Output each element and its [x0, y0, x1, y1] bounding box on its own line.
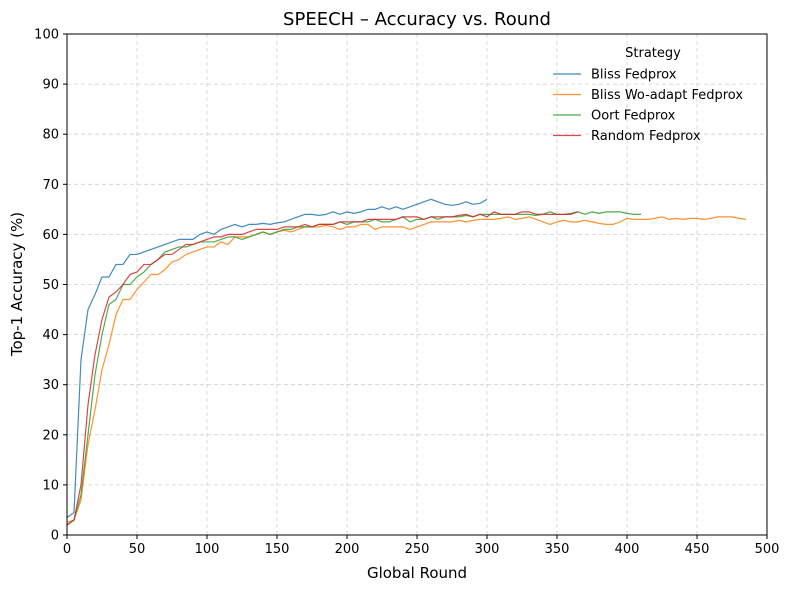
x-tick-label: 400: [615, 542, 640, 557]
x-tick-label: 350: [545, 542, 570, 557]
legend: Strategy Bliss Fedprox Bliss Wo-adapt Fed…: [553, 46, 743, 144]
x-tick-label: 0: [63, 542, 71, 557]
y-tick-label: 30: [42, 378, 59, 393]
x-axis-title: Global Round: [367, 564, 467, 582]
y-tick-label: 90: [42, 78, 59, 93]
series-layer: [66, 198, 747, 526]
legend-label: Bliss Fedprox: [591, 68, 677, 83]
x-tick-label: 150: [265, 542, 290, 557]
x-tick-label: 50: [129, 542, 146, 557]
x-tick-label: 100: [195, 542, 220, 557]
y-tick-label: 70: [42, 178, 59, 193]
y-tick-label: 0: [51, 529, 59, 544]
y-axis-title: Top-1 Accuracy (%): [8, 212, 26, 357]
x-tick-label: 450: [685, 542, 710, 557]
x-tick-label: 200: [335, 542, 360, 557]
tick-layer: 0 50 100 150 200 250 300 350 400 450 500 0 10 20 30 40 5…: [34, 28, 779, 558]
y-tick-label: 20: [42, 428, 59, 443]
legend-label: Random Fedprox: [591, 129, 701, 144]
y-tick-label: 80: [42, 128, 59, 143]
chart-title: SPEECH – Accuracy vs. Round: [283, 9, 551, 30]
y-tick-label: 40: [42, 328, 59, 343]
x-tick-label: 250: [405, 542, 430, 557]
y-tick-label: 50: [42, 278, 59, 293]
y-tick-label: 10: [42, 478, 59, 493]
y-tick-label: 60: [42, 228, 59, 243]
x-tick-label: 300: [475, 542, 500, 557]
series-line-bliss-wo-adapt-fedprox: [66, 216, 747, 524]
series-line-bliss-fedprox: [66, 198, 488, 518]
legend-label: Oort Fedprox: [591, 109, 676, 124]
legend-title: Strategy: [625, 46, 681, 61]
legend-items: Bliss Fedprox Bliss Wo-adapt Fedprox Oort …: [553, 68, 743, 144]
y-tick-label: 100: [34, 28, 59, 43]
series-line-random-fedprox: [66, 211, 579, 526]
legend-label: Bliss Wo-adapt Fedprox: [591, 88, 743, 103]
x-tick-label: 500: [755, 542, 780, 557]
